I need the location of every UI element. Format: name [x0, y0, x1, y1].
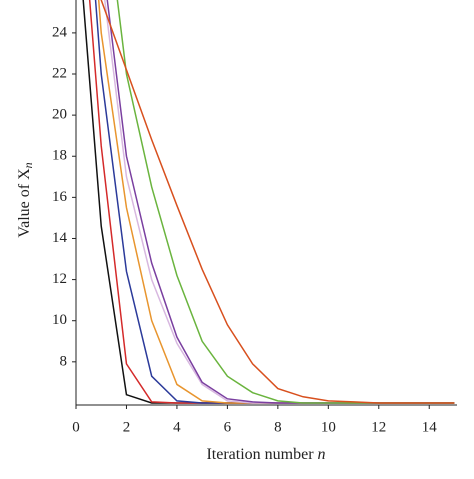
y-tick-label: 14 — [52, 230, 68, 246]
x-tick-label: 10 — [321, 419, 336, 435]
x-tick-label: 14 — [422, 419, 438, 435]
y-tick-label: 8 — [60, 353, 68, 369]
x-tick-label: 6 — [224, 419, 232, 435]
plot-area — [82, 0, 455, 404]
x-tick-label: 12 — [371, 419, 386, 435]
series-line — [104, 0, 455, 404]
x-axis-label-text: Iteration number — [206, 446, 314, 463]
y-axis-label: Value of Xn — [16, 162, 35, 237]
x-tick-label: 8 — [274, 419, 282, 435]
y-tick-label: 12 — [52, 271, 67, 287]
y-tick-label: 24 — [52, 24, 68, 40]
x-tick-label: 2 — [123, 419, 131, 435]
x-axis-label: Iteration number n — [206, 446, 325, 463]
series-line — [100, 0, 455, 404]
y-axis-label-sub: n — [21, 162, 35, 168]
y-tick-label: 22 — [52, 65, 67, 81]
y-axis-label-text: Value of X — [16, 168, 33, 238]
y-tick-label: 10 — [52, 312, 67, 328]
y-tick-label: 18 — [52, 148, 67, 164]
x-tick-label: 4 — [173, 419, 181, 435]
y-tick-label: 16 — [52, 189, 68, 205]
y-tick-label: 20 — [52, 107, 67, 123]
x-axis-label-var: n — [318, 446, 326, 463]
x-tick-label: 0 — [72, 419, 80, 435]
